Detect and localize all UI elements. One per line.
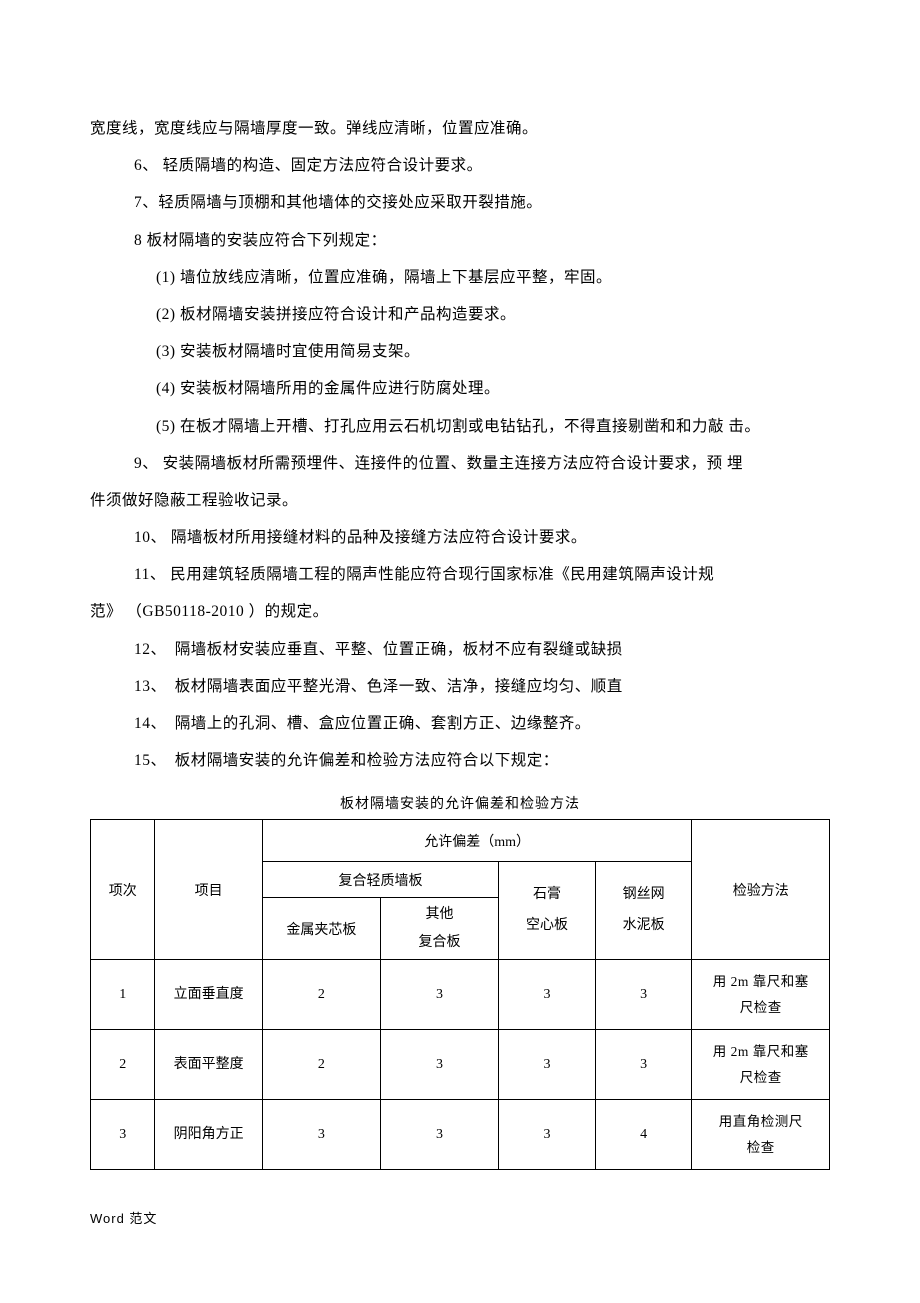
- paragraph-line: (5) 在板才隔墙上开槽、打孔应用云石机切割或电钻钻孔，不得直接剔凿和和力敲 击…: [90, 408, 830, 445]
- tolerance-table: 项次 项目 允许偏差（mm） 检验方法 复合轻质墙板 石膏 空心板 钢丝网 水泥…: [90, 819, 830, 1170]
- col-tolerance: 允许偏差（mm）: [262, 820, 692, 862]
- paragraph-line: 13、 板材隔墙表面应平整光滑、色泽一致、洁净，接缝应均匀、顺直: [90, 668, 830, 705]
- cell-v3: 3: [499, 1100, 596, 1170]
- cell-seq: 2: [91, 1030, 155, 1100]
- paragraph-line: (1) 墙位放线应清晰，位置应准确，隔墙上下基层应平整，牢固。: [90, 259, 830, 296]
- col-composite-metal: 金属夹芯板: [262, 898, 380, 960]
- table-title: 板材隔墙安装的允许偏差和检验方法: [90, 793, 830, 813]
- cell-v4: 3: [595, 960, 692, 1030]
- cell-v1: 2: [262, 960, 380, 1030]
- paragraph-line: 10、 隔墙板材所用接缝材料的品种及接缝方法应符合设计要求。: [90, 519, 830, 556]
- paragraph-line: 7、轻质隔墙与顶棚和其他墙体的交接处应采取开裂措施。: [90, 184, 830, 221]
- cell-v1: 2: [262, 1030, 380, 1100]
- paragraph-line: 范》 （GB50118-2010 ）的规定。: [90, 593, 830, 630]
- paragraph-line: 宽度线，宽度线应与隔墙厚度一致。弹线应清晰，位置应准确。: [90, 110, 830, 147]
- cell-v4: 4: [595, 1100, 692, 1170]
- paragraph-line: 11、 民用建筑轻质隔墙工程的隔声性能应符合现行国家标准《民用建筑隔声设计规: [90, 556, 830, 593]
- cell-item: 阴阳角方正: [155, 1100, 262, 1170]
- paragraph-line: 6、 轻质隔墙的构造、固定方法应符合设计要求。: [90, 147, 830, 184]
- table-row: 1 立面垂直度 2 3 3 3 用 2m 靠尺和塞 尺检查: [91, 960, 830, 1030]
- table-row: 2 表面平整度 2 3 3 3 用 2m 靠尺和塞 尺检查: [91, 1030, 830, 1100]
- col-item: 项目: [155, 820, 262, 960]
- cell-v2: 3: [380, 960, 498, 1030]
- col-composite-other: 其他 复合板: [380, 898, 498, 960]
- col-seq: 项次: [91, 820, 155, 960]
- paragraph-line: (3) 安装板材隔墙时宜使用简易支架。: [90, 333, 830, 370]
- paragraph-line: 件须做好隐蔽工程验收记录。: [90, 482, 830, 519]
- cell-seq: 1: [91, 960, 155, 1030]
- body-text: 宽度线，宽度线应与隔墙厚度一致。弹线应清晰，位置应准确。 6、 轻质隔墙的构造、…: [90, 110, 830, 779]
- cell-v1: 3: [262, 1100, 380, 1170]
- col-method: 检验方法: [692, 820, 830, 960]
- cell-method: 用 2m 靠尺和塞 尺检查: [692, 960, 830, 1030]
- paragraph-line: (2) 板材隔墙安装拼接应符合设计和产品构造要求。: [90, 296, 830, 333]
- paragraph-line: 9、 安装隔墙板材所需预埋件、连接件的位置、数量主连接方法应符合设计要求，预 埋: [90, 445, 830, 482]
- cell-method: 用直角检测尺 检查: [692, 1100, 830, 1170]
- cell-v4: 3: [595, 1030, 692, 1100]
- paragraph-line: 12、 隔墙板材安装应垂直、平整、位置正确，板材不应有裂缝或缺损: [90, 631, 830, 668]
- page-footer: Word 范文: [90, 1208, 157, 1227]
- cell-v2: 3: [380, 1030, 498, 1100]
- col-gypsum: 石膏 空心板: [499, 862, 596, 960]
- cell-item: 表面平整度: [155, 1030, 262, 1100]
- cell-seq: 3: [91, 1100, 155, 1170]
- paragraph-line: (4) 安装板材隔墙所用的金属件应进行防腐处理。: [90, 370, 830, 407]
- col-composite: 复合轻质墙板: [262, 862, 498, 898]
- col-wire: 钢丝网 水泥板: [595, 862, 692, 960]
- cell-v3: 3: [499, 960, 596, 1030]
- cell-item: 立面垂直度: [155, 960, 262, 1030]
- paragraph-line: 14、 隔墙上的孔洞、槽、盒应位置正确、套割方正、边缘整齐。: [90, 705, 830, 742]
- paragraph-line: 15、 板材隔墙安装的允许偏差和检验方法应符合以下规定：: [90, 742, 830, 779]
- table-row: 3 阴阳角方正 3 3 3 4 用直角检测尺 检查: [91, 1100, 830, 1170]
- cell-method: 用 2m 靠尺和塞 尺检查: [692, 1030, 830, 1100]
- table-header-row: 项次 项目 允许偏差（mm） 检验方法: [91, 820, 830, 862]
- document-page: 宽度线，宽度线应与隔墙厚度一致。弹线应清晰，位置应准确。 6、 轻质隔墙的构造、…: [0, 0, 920, 1210]
- cell-v2: 3: [380, 1100, 498, 1170]
- paragraph-line: 8 板材隔墙的安装应符合下列规定：: [90, 222, 830, 259]
- cell-v3: 3: [499, 1030, 596, 1100]
